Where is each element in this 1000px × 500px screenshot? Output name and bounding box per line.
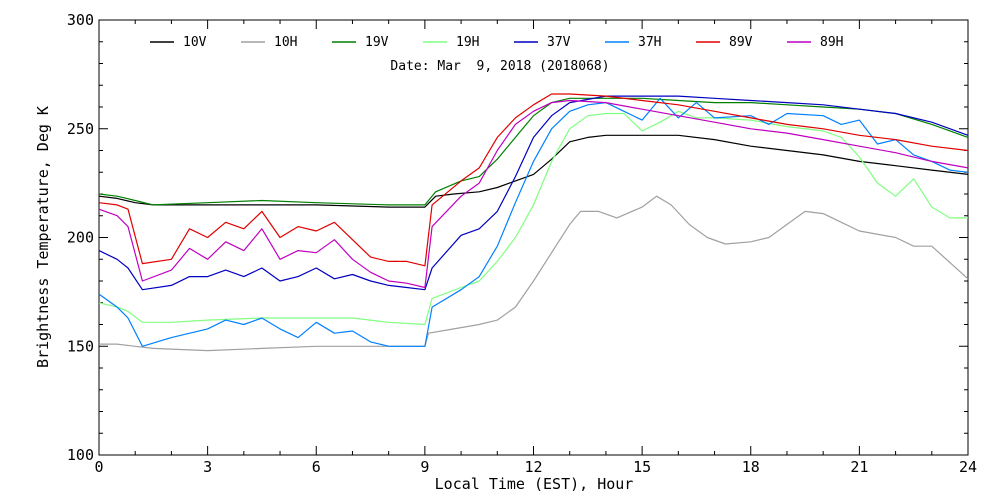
- x-tick-label: 6: [312, 458, 321, 476]
- x-tick-label: 12: [524, 458, 542, 476]
- x-tick-label: 0: [94, 458, 103, 476]
- legend-label: 10H: [274, 35, 297, 50]
- series-line-10h: [99, 195, 969, 352]
- legend-label: 89H: [820, 35, 843, 50]
- legend: 10V 10H 19V 19H 37V 37H 89V 89H: [150, 35, 843, 50]
- legend-label: 37V: [547, 35, 571, 50]
- series-line-19h: [98, 110, 968, 326]
- chart-subtitle: Date: Mar 9, 2018 (2018068): [390, 59, 609, 74]
- series-line-19v: [98, 97, 969, 206]
- x-tick-label: 21: [850, 458, 868, 476]
- y-tick-label: 300: [67, 11, 94, 29]
- legend-label: 37H: [638, 35, 661, 50]
- x-tick-label: 24: [959, 458, 977, 476]
- x-tick-label: 3: [203, 458, 212, 476]
- x-tick-label: 18: [742, 458, 760, 476]
- series-lines: [98, 93, 969, 352]
- series-line-37v: [98, 95, 969, 291]
- series-line-89h: [98, 99, 969, 289]
- y-tick-label: 150: [67, 337, 94, 355]
- y-axis-label: Brightness Temperature, Deg K: [34, 106, 52, 368]
- series-line-89v: [98, 93, 969, 267]
- legend-label: 89V: [729, 35, 753, 50]
- plot-frame: [98, 19, 969, 456]
- legend-label: 10V: [183, 35, 207, 50]
- x-tick-label: 15: [633, 458, 651, 476]
- x-axis-label: Local Time (EST), Hour: [435, 475, 634, 493]
- series-line-37h: [98, 97, 969, 347]
- y-tick-label: 100: [67, 446, 94, 464]
- y-tick-label: 200: [67, 229, 94, 247]
- legend-label: 19H: [456, 35, 479, 50]
- axis-ticks: 0 3 6 9 12 15 18 21 24 100 150 200 250 300: [67, 11, 977, 476]
- legend-label: 19V: [365, 35, 389, 50]
- series-line-10v: [98, 134, 969, 208]
- x-tick-label: 9: [420, 458, 429, 476]
- y-tick-label: 250: [67, 120, 94, 138]
